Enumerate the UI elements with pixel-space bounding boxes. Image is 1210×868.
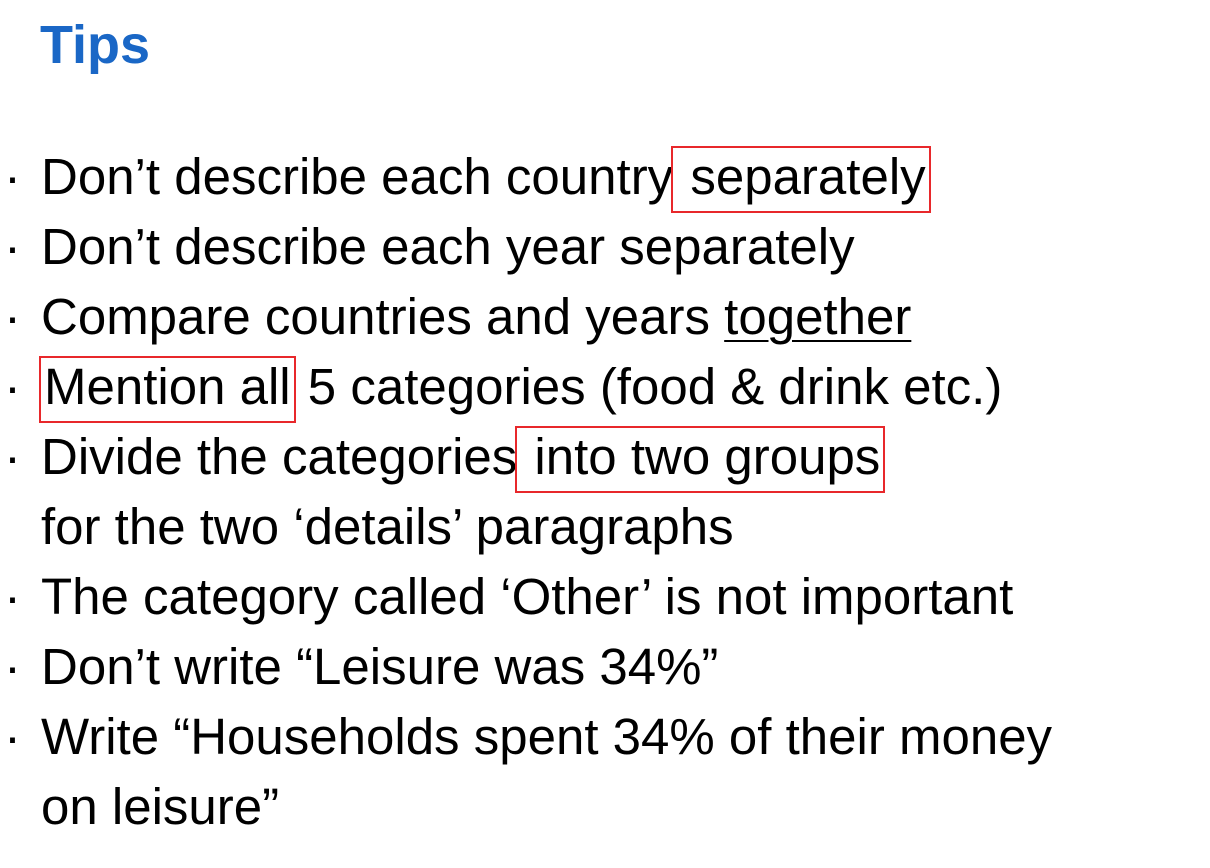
tip-line: Write “Households spent 34% of their mon…: [41, 702, 1210, 772]
tip-text: 5 categories (food & drink etc.): [293, 358, 1003, 415]
tip-text: Don’t write “Leisure was 34%”: [41, 638, 719, 695]
tip-continuation: for the two ‘details’ paragraphs: [41, 498, 734, 555]
tip-line: Compare countries and years together: [41, 282, 1210, 352]
tip-item: · Write “Households spent 34% of their m…: [0, 702, 1210, 842]
tip-text: Write “Households spent 34% of their mon…: [41, 708, 1053, 765]
highlight-box: separately: [671, 146, 931, 213]
bullet-dot-icon: ·: [4, 568, 21, 625]
highlight-box: into two groups: [515, 426, 886, 493]
bullet-dot-icon: ·: [4, 288, 21, 345]
tip-item: · Compare countries and years together: [0, 282, 1210, 352]
bullet-dot-icon: ·: [4, 708, 21, 765]
bullet-dot-icon: ·: [4, 148, 21, 205]
tip-item: · Divide the categories into two groups …: [0, 422, 1210, 562]
tip-item: · Don’t write “Leisure was 34%”: [0, 632, 1210, 702]
tip-continuation: on leisure”: [41, 778, 280, 835]
bullet-dot-icon: ·: [4, 358, 21, 415]
tip-item: · The category called ‘Other’ is not imp…: [0, 562, 1210, 632]
highlight-box: Mention all: [39, 356, 296, 423]
slide-title: Tips: [40, 15, 151, 75]
tip-line: Divide the categories into two groups: [41, 422, 1210, 493]
tip-text: Don’t describe each year separately: [41, 218, 855, 275]
tip-text: Don’t describe each country: [41, 148, 674, 205]
tips-list: · Don’t describe each country separately…: [0, 142, 1210, 842]
tip-line: Don’t write “Leisure was 34%”: [41, 632, 1210, 702]
tip-text: Compare countries and years: [41, 288, 725, 345]
underlined-text: together: [724, 288, 912, 345]
tip-line: Don’t describe each country separately: [41, 142, 1210, 213]
bullet-dot-icon: ·: [4, 638, 21, 695]
tip-item: · Don’t describe each country separately: [0, 142, 1210, 213]
tip-text: The category called ‘Other’ is not impor…: [41, 568, 1014, 625]
tip-item: · Don’t describe each year separately: [0, 212, 1210, 282]
tip-item: · Mention all 5 categories (food & drink…: [0, 352, 1210, 423]
tip-line: Mention all 5 categories (food & drink e…: [39, 352, 1210, 423]
bullet-dot-icon: ·: [4, 428, 21, 485]
tip-line: Don’t describe each year separately: [41, 212, 1210, 282]
tip-text: Divide the categories: [41, 428, 518, 485]
bullet-dot-icon: ·: [4, 218, 21, 275]
tip-line: The category called ‘Other’ is not impor…: [41, 562, 1210, 632]
